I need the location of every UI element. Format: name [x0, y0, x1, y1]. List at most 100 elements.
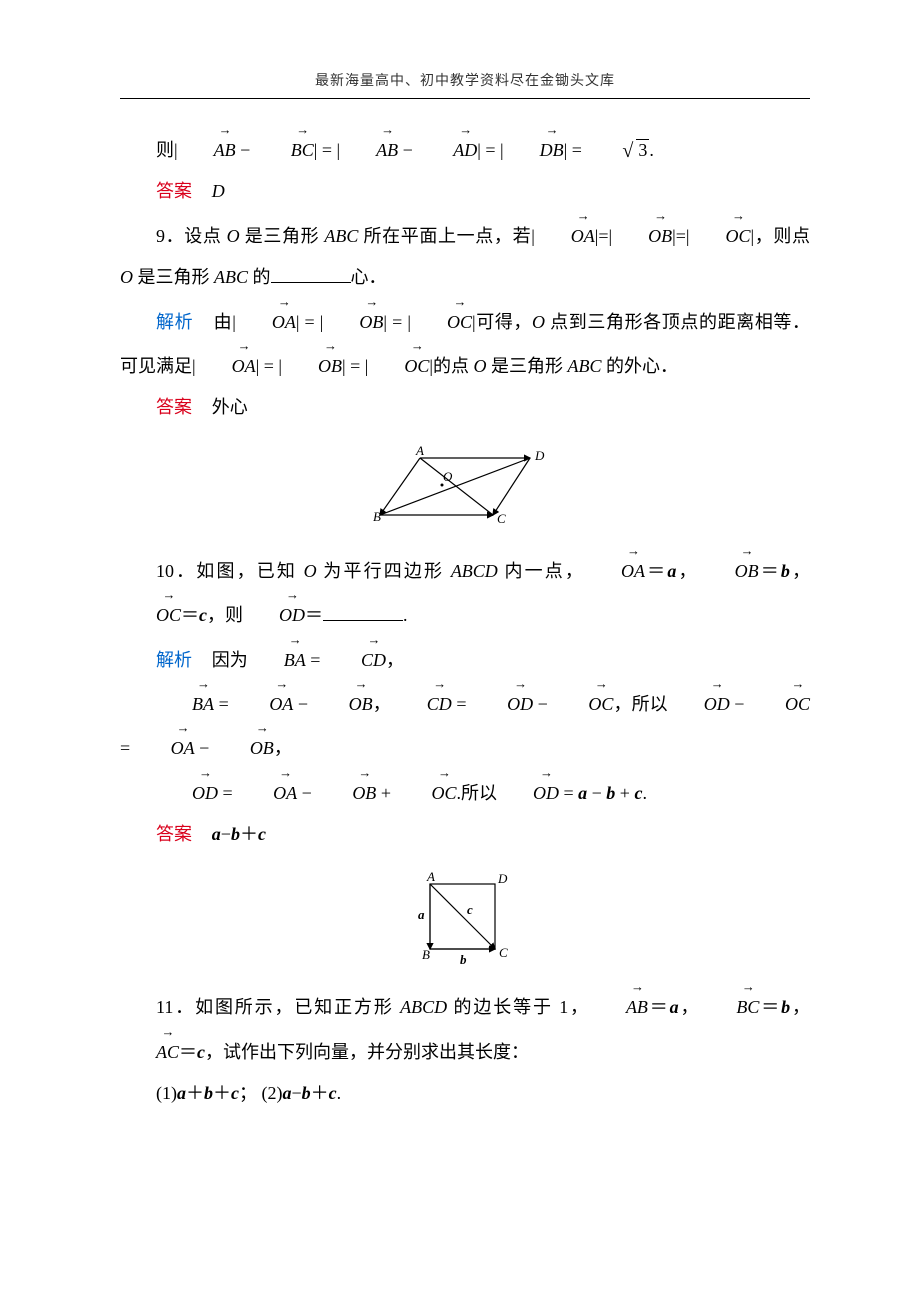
- t: 因为: [212, 650, 248, 670]
- t: ＋: [213, 1083, 231, 1103]
- v: OD: [668, 681, 730, 725]
- lbl-a: a: [418, 907, 425, 922]
- vec-OB: OB: [612, 213, 672, 257]
- t: |=|: [595, 226, 612, 246]
- v: OA: [585, 548, 645, 592]
- t: .: [642, 783, 647, 803]
- t: ；: [239, 1083, 257, 1103]
- t: =: [214, 694, 233, 714]
- t: 为平行四边形: [317, 561, 451, 581]
- t: ＝: [759, 997, 781, 1017]
- q-num: 11．: [156, 997, 195, 1017]
- v: AC: [120, 1029, 179, 1073]
- c: c: [231, 1083, 239, 1103]
- b: b: [781, 561, 790, 581]
- v: OC: [552, 681, 613, 725]
- t: −: [398, 140, 417, 160]
- q10-answer: 答案a−b＋c: [120, 814, 810, 855]
- page-header: 最新海量高中、初中教学资料尽在金锄头文库: [120, 70, 810, 90]
- t: 所在平面上一点，若|: [358, 226, 534, 246]
- t: | = |: [296, 312, 324, 332]
- vec-AD: AD: [417, 127, 477, 171]
- v: OB: [282, 343, 342, 387]
- t: ＝: [305, 605, 323, 625]
- vec-BC: BC: [255, 127, 314, 171]
- q-num: 9．: [156, 226, 184, 246]
- t: 心．: [351, 267, 387, 287]
- answer-value: 外心: [212, 397, 248, 417]
- v: CD: [391, 681, 452, 725]
- lbl-C: C: [499, 945, 508, 960]
- t: |的点: [429, 356, 473, 376]
- t: ，: [790, 561, 810, 581]
- t: −: [236, 140, 255, 160]
- q11: 11．如图所示，已知正方形 ABCD 的边长等于 1，AB＝a，BC＝b，AC＝…: [120, 984, 810, 1073]
- t: 是三角形: [486, 356, 567, 376]
- lbl-b: b: [460, 952, 467, 967]
- t: | = |: [342, 356, 368, 376]
- a: a: [578, 783, 587, 803]
- lbl-A: A: [426, 869, 435, 884]
- t: 的外心．: [601, 356, 678, 376]
- square-svg: A D B C a b c: [400, 869, 530, 969]
- v: OB: [316, 770, 376, 814]
- v: OA: [196, 343, 256, 387]
- t: 试作出下列向量，并分别求出其长度：: [223, 1042, 529, 1062]
- q-num: 10．: [156, 561, 196, 581]
- t: .: [403, 605, 408, 625]
- b: b: [231, 824, 240, 844]
- v: OD: [471, 681, 533, 725]
- vec-DB: DB: [504, 127, 564, 171]
- p8-line: 则|AB − BC| = |AB − AD| = |DB| = 3.: [120, 127, 810, 171]
- t: −: [221, 824, 231, 844]
- v: AB: [590, 984, 648, 1028]
- t: 的边长等于 1，: [447, 997, 590, 1017]
- ABC2: ABC: [214, 267, 248, 287]
- t: =: [559, 783, 578, 803]
- t: +: [376, 783, 395, 803]
- fig-parallelogram: A D B C O: [120, 443, 810, 538]
- t: | =: [564, 140, 587, 160]
- b: b: [781, 997, 790, 1017]
- t: 则: [225, 605, 243, 625]
- v: OC: [120, 592, 181, 636]
- q11-sub: (1)a＋b＋c； (2)a−b＋c.: [120, 1073, 810, 1114]
- lbl-D: D: [497, 871, 508, 886]
- t: ，: [207, 605, 225, 625]
- vec-AB2: AB: [340, 127, 398, 171]
- t: ＝: [179, 1042, 197, 1062]
- radicand: 3: [636, 139, 649, 160]
- t: ，: [679, 997, 701, 1017]
- v: OD: [156, 770, 218, 814]
- page: 最新海量高中、初中教学资料尽在金锄头文库 则|AB − BC| = |AB − …: [0, 0, 920, 1302]
- t: −: [195, 738, 214, 758]
- t: ＋: [311, 1083, 329, 1103]
- a: a: [283, 1083, 292, 1103]
- s1: (1): [156, 1083, 177, 1103]
- t: ，所以: [613, 694, 667, 714]
- t: =: [452, 694, 471, 714]
- v: OB: [699, 548, 759, 592]
- v: OC: [368, 343, 429, 387]
- t: ＋: [240, 824, 258, 844]
- t: 如图所示，已知正方形: [195, 997, 400, 1017]
- t: 如图，已知: [196, 561, 303, 581]
- v: OC: [395, 770, 456, 814]
- t: | = |: [256, 356, 282, 376]
- blank: [323, 602, 403, 621]
- b: b: [204, 1083, 213, 1103]
- fig-square: A D B C a b c: [120, 869, 810, 974]
- lbl-B: B: [422, 947, 430, 962]
- t: .所以: [456, 783, 497, 803]
- ABCD: ABCD: [451, 561, 498, 581]
- t: −: [587, 783, 606, 803]
- O: O: [227, 226, 240, 246]
- sol-label: 解析: [156, 650, 192, 670]
- vec-AB: AB: [178, 127, 236, 171]
- t: |，则点: [751, 226, 810, 246]
- q9-sol: 解析由|OA| = |OB| = |OC|可得，O 点到三角形各顶点的距离相等．…: [120, 299, 810, 388]
- t: 是三角形: [240, 226, 325, 246]
- header-rule: [120, 98, 810, 99]
- sqrt3: 3: [586, 130, 649, 171]
- t: ＝: [645, 561, 667, 581]
